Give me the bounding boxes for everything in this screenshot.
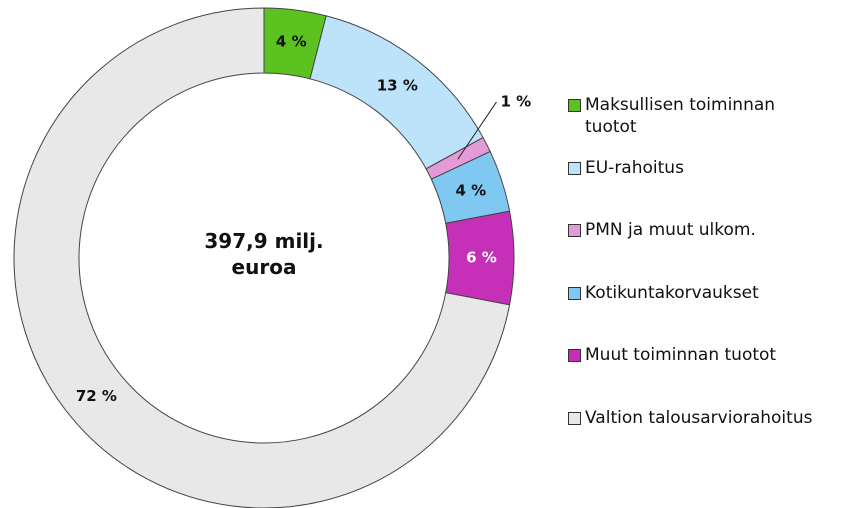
legend-label: Kotikuntakorvaukset	[585, 282, 759, 303]
legend-item: Maksullisen toiminnan tuotot	[568, 94, 825, 138]
legend-label: EU-rahoitus	[585, 157, 684, 178]
value-label: 6 %	[466, 249, 497, 267]
value-label: 1 %	[500, 92, 531, 110]
legend-label: Maksullisen toiminnan tuotot	[585, 95, 776, 137]
center-label: 397,9 milj. euroa	[204, 229, 324, 279]
legend-item: Muut toiminnan tuotot	[568, 344, 825, 366]
legend-swatch	[568, 286, 581, 300]
legend-item: EU-rahoitus	[568, 157, 825, 179]
legend-swatch	[568, 224, 581, 237]
legend-swatch	[568, 411, 581, 425]
legend-swatch	[568, 349, 581, 362]
value-label: 4 %	[456, 181, 487, 199]
value-label: 72 %	[76, 387, 117, 405]
legend-item: Kotikuntakorvaukset	[568, 282, 825, 304]
legend-item: PMN ja muut ulkom.	[568, 219, 825, 241]
value-label: 13 %	[377, 77, 418, 95]
legend-item: Valtion talousarviorahoitus	[568, 407, 825, 429]
legend-swatch	[568, 161, 581, 175]
legend-swatch	[568, 99, 581, 112]
legend-label: PMN ja muut ulkom.	[585, 220, 756, 240]
legend-label: Muut toiminnan tuotot	[585, 345, 777, 365]
value-label: 4 %	[276, 33, 307, 51]
leader-line	[457, 101, 497, 160]
legend-label: Valtion talousarviorahoitus	[585, 407, 813, 428]
